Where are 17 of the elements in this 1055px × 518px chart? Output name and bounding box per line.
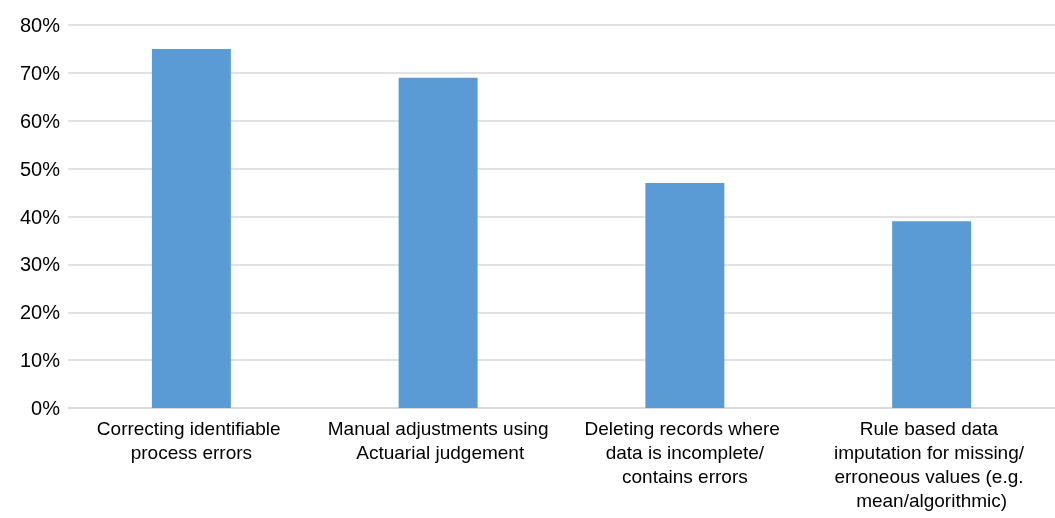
y-tick-label: 20% [19,301,61,324]
bar [398,77,478,408]
bar [645,182,725,408]
y-tick-label: 0% [31,397,61,419]
y-tick-label: 60% [19,109,61,132]
x-tick-label: Manual adjustments using Actuarial judgement [327,417,549,463]
y-tick-label: 30% [19,253,61,276]
y-tick-label: 70% [19,61,61,84]
x-tick-label: Deleting records where data is incomplete/contains errors [584,417,786,487]
y-tick-label: 40% [19,205,61,228]
x-tick-label: Correcting identifiable process errors [96,417,286,463]
y-tick-label: 80% [19,14,61,36]
y-tick-label: 10% [19,349,61,372]
bar [151,48,231,408]
x-tick-label: Rule based data imputation for missing/ erroneous values (e.g. mean/algorithmic) [833,417,1030,511]
y-tick-label: 50% [19,157,61,180]
bar [892,221,972,408]
